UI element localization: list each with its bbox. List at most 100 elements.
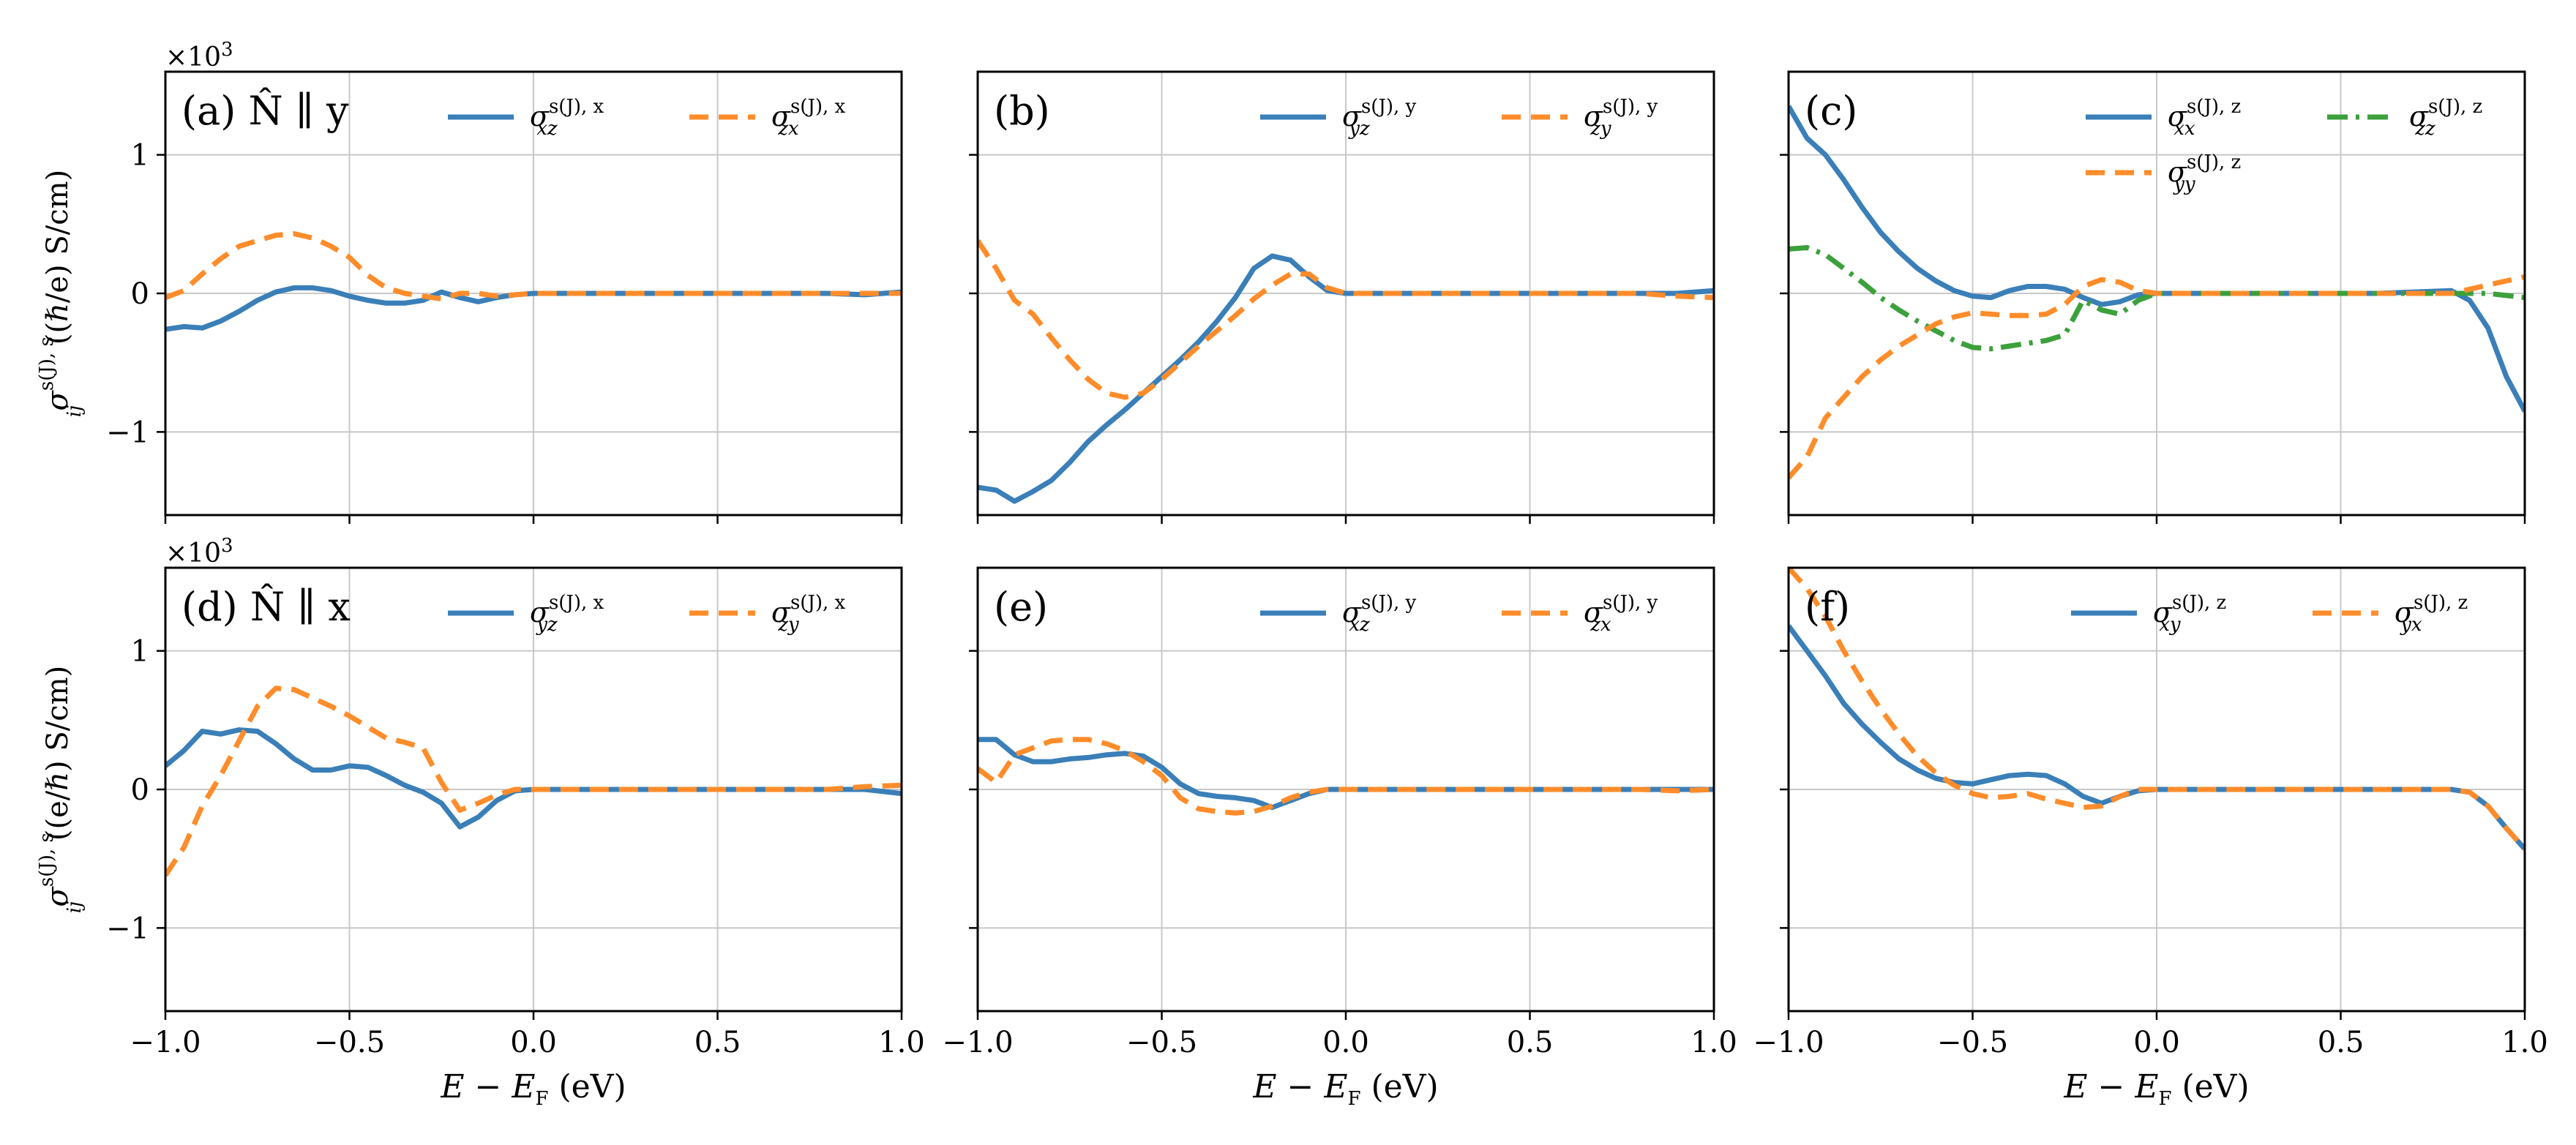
- series-line-yx: [1789, 568, 2525, 851]
- legend-sigma: σ: [1342, 596, 1362, 628]
- legend-sub: yz: [536, 614, 558, 636]
- x-label-main: E − E: [1252, 1068, 1347, 1105]
- legend-sup: s(J), x: [549, 96, 604, 118]
- x-tick-label: 1.0: [878, 1026, 925, 1059]
- legend-sup: s(J), y: [1603, 592, 1658, 614]
- panel-label: (b): [994, 88, 1050, 134]
- y-tick-label: 1: [131, 139, 149, 173]
- x-tick-label: 0.0: [1322, 1026, 1369, 1059]
- x-tick-label: 0.0: [2133, 1026, 2180, 1059]
- x-tick-label: 1.0: [2501, 1026, 2548, 1059]
- legend-sigma: σ: [2168, 156, 2187, 188]
- series-line-zy: [978, 239, 1714, 400]
- panel-label: (c): [1805, 88, 1857, 134]
- legend-sub: yz: [1348, 118, 1370, 140]
- legend-entry: σs(J), x yz: [530, 592, 604, 636]
- series-line-zx: [978, 737, 1714, 816]
- legend-entry: σs(J), y yz: [1342, 96, 1417, 140]
- x-tick-label: 0.5: [2318, 1026, 2365, 1059]
- legend-sigma: σ: [1584, 596, 1603, 628]
- legend-sub: zy: [1590, 118, 1611, 140]
- legend-sub: xz: [1349, 614, 1370, 636]
- series-line-yy: [1789, 274, 2525, 480]
- legend-sigma: σ: [2168, 100, 2187, 132]
- y-label-sup: s(J), s: [36, 833, 58, 887]
- exponent-base: ×10: [165, 538, 221, 568]
- y-exponent-label: ×103: [165, 535, 233, 568]
- x-label-sub: F: [535, 1088, 548, 1110]
- legend-sigma: σ: [1342, 100, 1362, 132]
- legend-sigma: σ: [2153, 596, 2173, 628]
- series-line-zz: [1789, 245, 2525, 352]
- y-tick-label: −1: [106, 416, 149, 449]
- legend-entry: σs(J), x zx: [771, 96, 846, 140]
- legend-entry: σs(J), z yx: [2395, 592, 2468, 636]
- legend-sub: yx: [2400, 614, 2422, 636]
- legend-sigma: σ: [530, 100, 550, 132]
- legend-sub: yy: [2173, 173, 2195, 195]
- y-label-units: ((ℏ/e) S/cm): [41, 170, 75, 354]
- legend-sup: s(J), z: [2187, 96, 2241, 118]
- y-label-sigma: σ: [41, 885, 75, 906]
- legend-entry: σs(J), y zx: [1584, 592, 1658, 636]
- panel-b: (b) σs(J), y yz σs(J), y zy: [969, 70, 1715, 524]
- legend-sub: zx: [777, 118, 799, 140]
- series-line-zx: [165, 231, 902, 302]
- legend-entry: σs(J), x xz: [530, 96, 604, 140]
- legend-sup: s(J), y: [1361, 592, 1417, 614]
- series-line-zy: [165, 686, 902, 877]
- legend-sub: zx: [1590, 614, 1611, 636]
- x-tick-label: −0.5: [1126, 1026, 1197, 1059]
- legend-entry: σs(J), y zy: [1584, 96, 1658, 140]
- legend-sigma: σ: [2409, 100, 2429, 132]
- legend-sigma: σ: [1584, 100, 1603, 132]
- x-tick-label: −1.0: [942, 1026, 1013, 1059]
- legend-sigma: σ: [771, 100, 791, 132]
- legend-entry: σs(J), z xy: [2153, 592, 2226, 636]
- x-label-unit: (eV): [1360, 1068, 1438, 1105]
- x-label-main: E − E: [440, 1068, 535, 1105]
- legend-sup: s(J), z: [2187, 151, 2241, 173]
- legend-sigma: σ: [530, 596, 550, 628]
- legend-sup: s(J), z: [2172, 592, 2226, 614]
- legend-sup: s(J), x: [549, 592, 604, 614]
- x-axis-label: E − EF (eV): [440, 1068, 626, 1110]
- x-tick-label: −0.5: [314, 1026, 385, 1059]
- x-label-main: E − E: [2063, 1068, 2158, 1105]
- x-tick-label: −0.5: [1937, 1026, 2008, 1059]
- y-label-sub: ij: [64, 901, 86, 913]
- y-label-units: ((e/ℏ) S/cm): [41, 666, 75, 850]
- x-label-unit: (eV): [548, 1068, 626, 1105]
- legend-entry: σs(J), z zz: [2409, 96, 2482, 140]
- x-tick-label: −1.0: [130, 1026, 201, 1059]
- legend-sup: s(J), y: [1361, 96, 1417, 118]
- legend-sup: s(J), y: [1603, 96, 1658, 118]
- x-label-sub: F: [1347, 1088, 1360, 1110]
- legend-sup: s(J), z: [2428, 96, 2482, 118]
- legend-entry: σs(J), y xz: [1342, 592, 1417, 636]
- y-exponent-label: ×103: [165, 39, 233, 72]
- series-line-yz: [978, 253, 1714, 504]
- exponent-power: 3: [221, 535, 233, 557]
- x-tick-label: −1.0: [1753, 1026, 1824, 1059]
- legend-entry: σs(J), z xx: [2168, 96, 2241, 140]
- legend-sub: xx: [2174, 118, 2195, 140]
- y-tick-label: 1: [131, 635, 149, 669]
- legend-entry: σs(J), z yy: [2168, 151, 2241, 195]
- x-tick-label: 0.0: [510, 1026, 557, 1059]
- legend-sub: xz: [536, 118, 558, 140]
- y-axis-label: σs(J), s ij ((ℏ/e) S/cm): [36, 170, 86, 417]
- legend-sup: s(J), z: [2414, 592, 2468, 614]
- panel-label: (e): [994, 584, 1048, 630]
- legend-sup: s(J), x: [790, 592, 846, 614]
- y-label-sup: s(J), s: [36, 337, 58, 391]
- exponent-power: 3: [221, 39, 233, 61]
- x-label-sub: F: [2158, 1088, 2171, 1110]
- legend-sub: xy: [2159, 614, 2181, 636]
- y-tick-label: 0: [131, 277, 149, 311]
- x-tick-label: 1.0: [1690, 1026, 1737, 1059]
